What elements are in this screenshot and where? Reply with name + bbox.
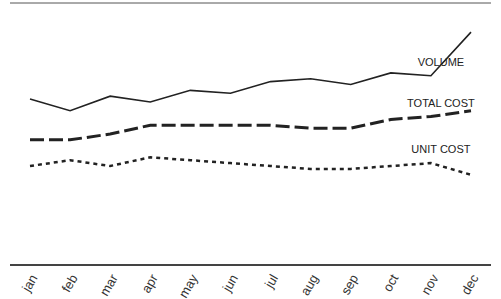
svg-text:nov: nov <box>418 271 442 297</box>
svg-text:mar: mar <box>97 271 122 298</box>
svg-text:dec: dec <box>458 271 482 297</box>
svg-text:aug: aug <box>297 272 321 298</box>
svg-text:sep: sep <box>338 272 361 298</box>
svg-text:jul: jul <box>261 272 281 292</box>
svg-text:apr: apr <box>138 271 161 295</box>
svg-text:feb: feb <box>59 272 81 295</box>
svg-text:TOTAL COST: TOTAL COST <box>407 97 475 109</box>
svg-text:may: may <box>176 271 202 299</box>
svg-text:UNIT COST: UNIT COST <box>411 143 470 155</box>
svg-text:jun: jun <box>219 272 241 295</box>
svg-text:jan: jan <box>18 272 40 295</box>
svg-text:VOLUME: VOLUME <box>418 56 464 68</box>
svg-text:oct: oct <box>380 271 402 294</box>
